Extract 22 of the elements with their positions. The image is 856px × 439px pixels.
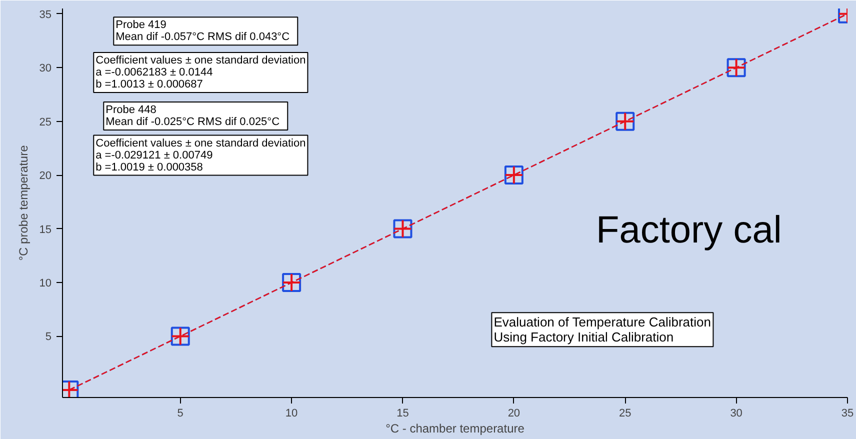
annotation: Coefficient values ± one standard deviation a =-0.029121 ± 0.00749 b =1.0019 ± 0.000358 <box>96 137 306 174</box>
y-tick-label: 30 <box>39 62 52 75</box>
x-tick-label: 5 <box>177 408 184 420</box>
x-axis-title: °C - chamber temperature <box>386 422 525 436</box>
annotation: Evaluation of Temperature Calibration Using Factory Initial Calibration <box>494 314 711 345</box>
annotation: Probe 419 Mean dif -0.057°C RMS dif 0.043°C <box>116 19 290 44</box>
y-tick-label: 15 <box>39 224 52 236</box>
x-tick-label: 30 <box>730 408 742 420</box>
y-tick-label: 25 <box>39 116 52 128</box>
x-tick-label: 35 <box>841 408 854 420</box>
y-tick-label: 20 <box>39 170 52 182</box>
y-tick-label: 35 <box>39 8 52 21</box>
x-tick-label: 10 <box>285 408 298 420</box>
y-axis-title: °C probe temperature <box>16 144 30 261</box>
annotation: Probe 448 Mean dif -0.025°C RMS dif 0.025°C <box>106 104 280 128</box>
x-tick-label: 25 <box>619 408 632 420</box>
annotation: Factory cal <box>596 209 782 252</box>
x-tick-label: 15 <box>396 408 409 420</box>
annotation: Coefficient values ± one standard deviation a =-0.0062183 ± 0.0144 b =1.0013 ± 0.000687 <box>96 54 306 91</box>
y-tick-label: 5 <box>45 331 52 344</box>
x-tick-label: 20 <box>508 408 520 420</box>
y-tick-label: 10 <box>39 278 52 290</box>
